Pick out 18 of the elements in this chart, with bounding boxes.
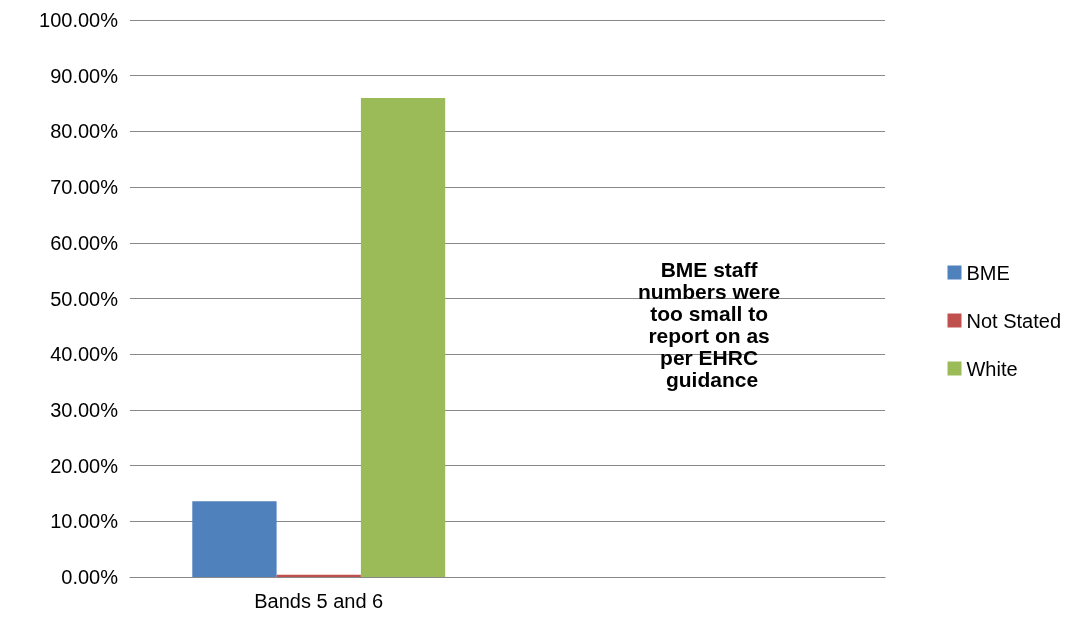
bar [192,501,277,577]
annotation: BME staff numbers were too small to report on as per EHRC guidance [637,257,787,391]
y-tick-label: 70.00% [50,176,119,199]
y-tick-label: 30.00% [50,398,119,421]
legend-label: White [966,357,1018,380]
legend-label: BME [966,261,1010,284]
y-tick-label: 10.00% [50,510,119,533]
y-tick-label: 20.00% [50,454,119,477]
y-tick-label: 50.00% [50,287,119,310]
y-tick-label: 100.00% [39,9,119,31]
x-tick-label: Bands 5 and 6 [254,590,384,612]
y-tick-label: 80.00% [50,120,119,143]
bar [360,97,446,577]
legend-label: Not Stated [966,309,1062,332]
y-tick-label: 0.00% [61,566,119,588]
y-tick-label: 40.00% [50,343,119,366]
y-tick-label: 60.00% [50,231,119,254]
y-tick-label: 90.00% [50,64,119,87]
